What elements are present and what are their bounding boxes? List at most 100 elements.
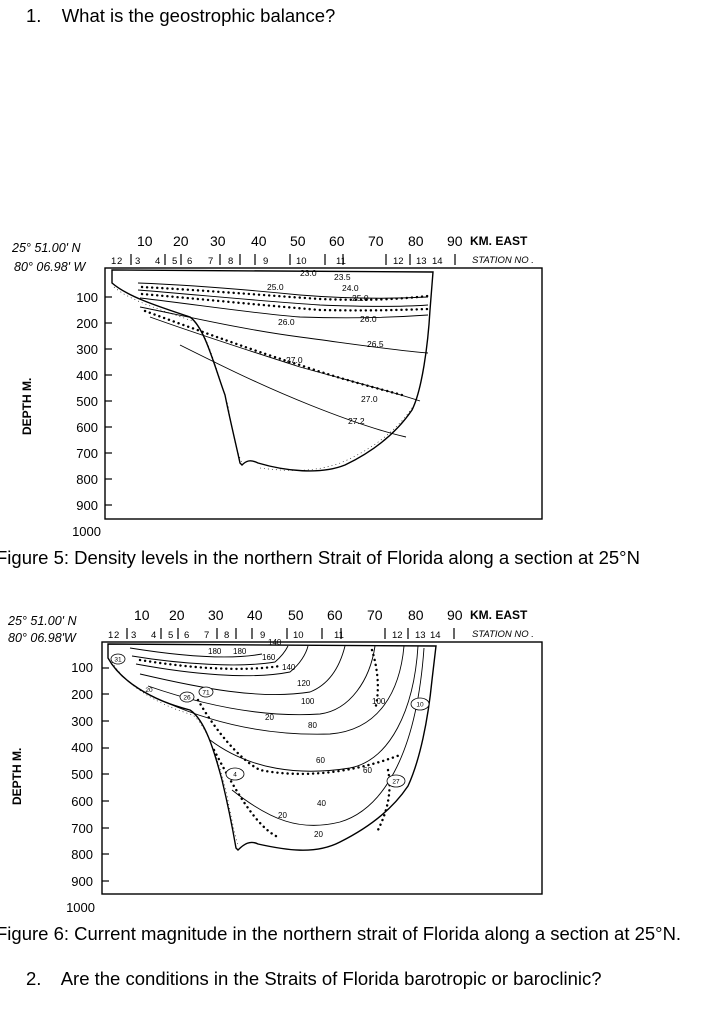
question-2-number: 2. xyxy=(26,968,42,989)
fig6-circled-label: 26 xyxy=(183,695,191,702)
fig5-depth-tick: 1000 xyxy=(72,524,101,539)
fig5-station: 12 xyxy=(393,256,404,267)
fig5-km-tick: 80 xyxy=(408,233,424,249)
fig5-station: 1 xyxy=(111,256,116,267)
fig6-contour-label: 20 xyxy=(265,713,274,722)
fig5-station: 10 xyxy=(296,256,307,267)
fig6-lat: 25° 51.00' N xyxy=(7,614,78,628)
fig5-km-tick: 60 xyxy=(329,233,345,249)
fig5-depth-tick: 300 xyxy=(76,342,98,357)
fig5-km-tick: 10 xyxy=(137,233,153,249)
fig6-station: 6 xyxy=(184,630,189,641)
fig5-contour-label: 26.0 xyxy=(278,317,295,327)
fig5-depth-tick: 800 xyxy=(76,472,98,487)
fig5-lat: 25° 51.00' N xyxy=(11,241,82,255)
fig5-station: 13 xyxy=(416,256,427,267)
fig6-km-label: KM. EAST xyxy=(470,608,528,622)
fig6-depth-tick: 400 xyxy=(71,740,93,755)
fig5-station: 4 xyxy=(155,256,160,267)
fig6-depth-tick: 900 xyxy=(71,874,93,889)
figure-6-current-section: 25° 51.00' N 80° 06.98'W 10 20 30 40 50 … xyxy=(7,607,543,915)
fig5-lon: 80° 06.98' W xyxy=(14,260,87,274)
fig6-station: 7 xyxy=(204,630,209,641)
question-2: 2. Are the conditions in the Straits of … xyxy=(26,968,602,990)
fig6-depth-tick: 600 xyxy=(71,794,93,809)
fig5-contour-label: 23.5 xyxy=(334,272,351,282)
fig6-km-tick: 60 xyxy=(327,607,343,623)
fig5-contour-label: 26.0 xyxy=(360,314,377,324)
fig5-station: 7 xyxy=(208,256,213,267)
fig6-lon: 80° 06.98'W xyxy=(8,631,77,645)
fig5-depth-tick: 500 xyxy=(76,394,98,409)
fig6-depth-tick: 200 xyxy=(71,687,93,702)
fig6-station: 11 xyxy=(334,630,344,641)
fig6-circled-label: 4 xyxy=(233,772,237,779)
fig5-depth-tick: 200 xyxy=(76,316,98,331)
fig6-circled-label: 31 xyxy=(114,657,122,664)
fig6-station: 4 xyxy=(151,630,156,641)
fig5-contour-label: 24.0 xyxy=(342,283,359,293)
fig6-contour-label: 180 xyxy=(233,647,247,656)
fig5-km-label: KM. EAST xyxy=(470,234,528,248)
fig5-station: 8 xyxy=(228,256,233,267)
fig6-contour-label: 40 xyxy=(317,799,326,808)
fig6-contour-label: 140 xyxy=(282,663,296,672)
fig5-station: 3 xyxy=(135,256,140,267)
fig6-km-tick: 50 xyxy=(288,607,304,623)
fig6-km-tick: 20 xyxy=(169,607,185,623)
fig5-depth-label: DEPTH M. xyxy=(20,378,34,435)
fig6-contour-label: 100 xyxy=(301,697,315,706)
fig5-depth-tick: 600 xyxy=(76,420,98,435)
fig5-station-label: STATION NO . xyxy=(472,255,534,266)
fig6-station: 12 xyxy=(392,630,403,641)
fig5-km-tick: 70 xyxy=(368,233,384,249)
question-1-text: What is the geostrophic balance? xyxy=(61,5,336,26)
fig6-depth-label: DEPTH M. xyxy=(10,748,24,805)
fig6-km-tick: 80 xyxy=(408,607,424,623)
question-1: 1. What is the geostrophic balance? xyxy=(26,5,335,27)
fig6-km-tick: 10 xyxy=(134,607,150,623)
fig6-contour-label: 140 xyxy=(268,638,282,647)
fig6-circled-label: 71 xyxy=(202,690,210,697)
fig6-station-label: STATION NO . xyxy=(472,629,534,640)
fig5-km-tick: 40 xyxy=(251,233,267,249)
fig5-station: 2 xyxy=(117,256,122,267)
fig5-contour-label: 26.5 xyxy=(367,339,384,349)
fig5-depth-tick: 400 xyxy=(76,368,98,383)
fig5-depth-tick: 900 xyxy=(76,498,98,513)
fig6-station: 9 xyxy=(260,630,265,641)
fig5-km-tick: 50 xyxy=(290,233,306,249)
fig5-seafloor xyxy=(111,269,434,472)
fig5-station: 11 xyxy=(336,256,346,267)
fig6-contour-label: 160 xyxy=(262,653,276,662)
fig5-km-tick: 90 xyxy=(447,233,463,249)
fig6-station: 8 xyxy=(224,630,229,641)
fig6-contour-label: 180 xyxy=(208,647,222,656)
figure-6-caption: Figure 6: Current magnitude in the north… xyxy=(0,923,682,944)
fig5-station: 14 xyxy=(432,256,443,267)
fig6-contour-label: 100 xyxy=(372,697,386,706)
fig5-contour-label: 27.2 xyxy=(348,416,365,426)
fig6-depth-tick: 100 xyxy=(71,660,93,675)
fig5-km-tick: 20 xyxy=(173,233,189,249)
fig5-station: 6 xyxy=(187,256,192,267)
fig6-depth-tick: 500 xyxy=(71,767,93,782)
fig6-depth-tick: 1000 xyxy=(66,900,95,915)
figure-5-caption: Figure 5: Density levels in the northern… xyxy=(0,547,640,568)
fig6-station: 10 xyxy=(293,630,304,641)
figure-5-density-section: 25° 51.00' N 80° 06.98' W 10 20 30 40 50… xyxy=(11,233,543,539)
fig5-contour-label: 27.0 xyxy=(286,355,303,365)
fig6-station: 2 xyxy=(114,630,119,641)
fig5-depth-tick: 100 xyxy=(76,290,98,305)
fig5-station: 9 xyxy=(263,256,268,267)
fig6-contour-label: 60 xyxy=(363,766,372,775)
fig5-contour-label: 25.0 xyxy=(267,282,284,292)
fig6-depth-tick: 700 xyxy=(71,821,93,836)
fig5-km-tick: 30 xyxy=(210,233,226,249)
fig6-station: 5 xyxy=(168,630,173,641)
fig6-station: 3 xyxy=(131,630,136,641)
fig6-contour-label: 20 xyxy=(314,830,323,839)
fig6-station: 14 xyxy=(430,630,441,641)
question-1-number: 1. xyxy=(26,5,42,26)
fig6-contour-label: 80 xyxy=(308,721,317,730)
